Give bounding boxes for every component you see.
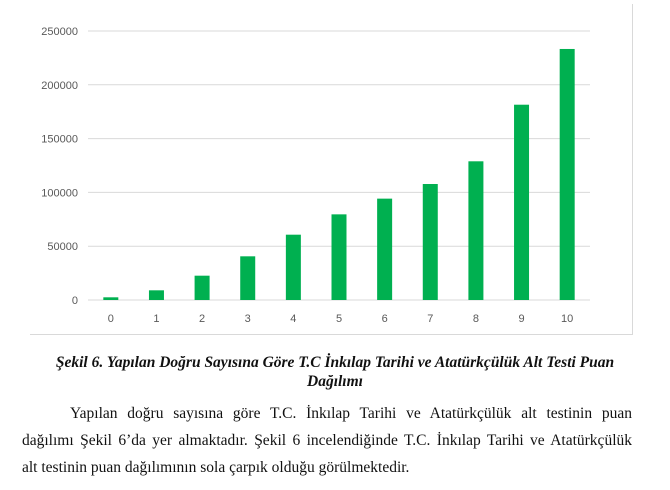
x-tick-label: 3 (245, 313, 251, 325)
x-tick-label: 10 (561, 313, 573, 325)
figure-caption: Şekil 6. Yapılan Doğru Sayısına Göre T.C… (20, 353, 650, 391)
caption-line-1: Şekil 6. Yapılan Doğru Sayısına Göre T.C… (55, 354, 615, 371)
chart-frame (30, 4, 633, 335)
bar (468, 161, 484, 300)
bar (240, 256, 256, 300)
x-tick-label: 0 (108, 313, 114, 325)
paragraph-line-3: alt testinin puan dağılımının sola çarpı… (22, 459, 410, 476)
x-tick-label: 5 (336, 313, 342, 325)
x-tick-label: 9 (518, 313, 524, 325)
bar (331, 214, 347, 300)
y-tick-label: 0 (72, 295, 78, 307)
body-paragraph: Yapılan doğru sayısına göre T.C. İnkılap… (22, 400, 632, 481)
bar (422, 184, 438, 300)
x-tick-label: 1 (153, 313, 159, 325)
bar (148, 290, 164, 300)
bar-chart: 0 50000 100000 150000 200000 250000 0 1 2 3 4 5 6 7 8 9… (41, 26, 590, 325)
x-tick-label: 4 (290, 313, 296, 325)
y-tick-label: 100000 (41, 187, 78, 199)
caption-line-2: Dağılımı (307, 373, 363, 390)
bar (103, 297, 119, 300)
y-tick-label: 50000 (47, 241, 78, 253)
y-tick-label: 250000 (41, 26, 78, 38)
x-tick-label: 7 (427, 313, 433, 325)
y-tick-label: 150000 (41, 134, 78, 146)
bar (514, 104, 530, 301)
bar (285, 234, 301, 300)
x-tick-label: 8 (473, 313, 479, 325)
x-tick-label: 2 (199, 313, 205, 325)
y-tick-label: 200000 (41, 80, 78, 92)
paragraph-line-1: Yapılan doğru sayısına göre T.C. İnkılap… (70, 405, 632, 422)
bar (559, 48, 575, 300)
bar (377, 198, 393, 300)
paragraph-line-2: dağılımı Şekil 6’da yer almaktadır. Şeki… (22, 432, 632, 449)
bar (194, 275, 210, 300)
x-tick-label: 6 (382, 313, 388, 325)
